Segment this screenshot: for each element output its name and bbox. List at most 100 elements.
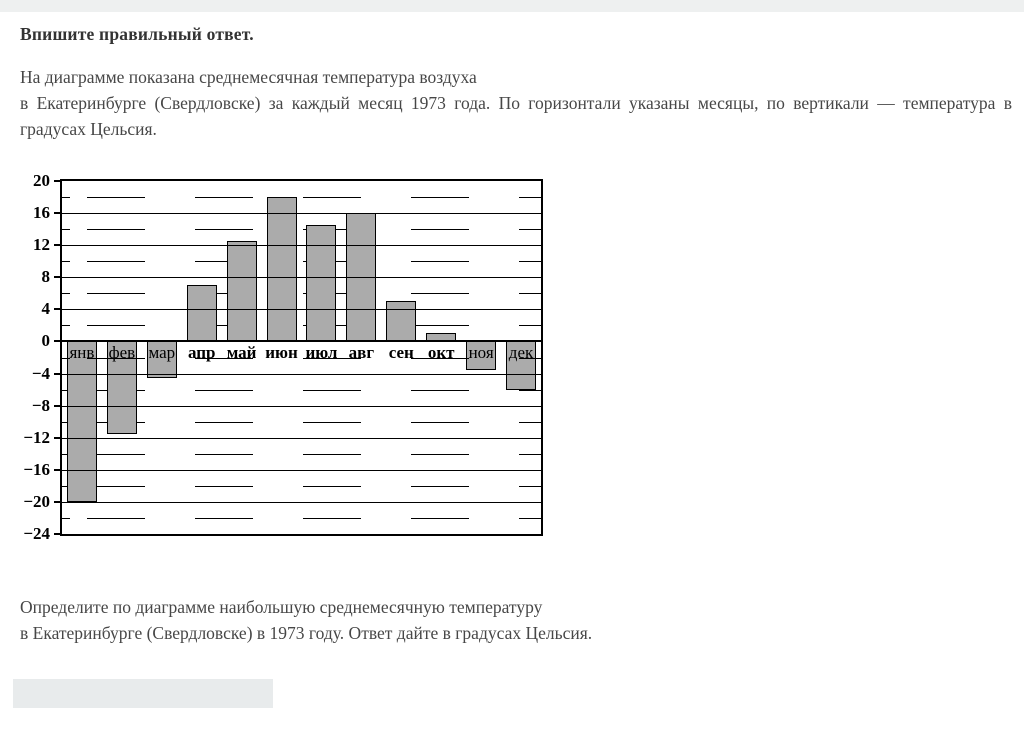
question-text: Определите по диаграмме наибольшую средн… bbox=[20, 594, 1012, 646]
gridline-dashed bbox=[195, 229, 253, 231]
y-axis-tick bbox=[54, 372, 62, 375]
gridline-solid bbox=[62, 437, 541, 439]
gridline-dashed bbox=[411, 197, 469, 199]
gridline-dashed bbox=[411, 229, 469, 231]
x-axis-label-апр: апр bbox=[187, 343, 216, 363]
gridline-dashed bbox=[62, 293, 70, 295]
gridline-dashed bbox=[411, 517, 469, 519]
x-axis-label-мар: мар bbox=[148, 343, 176, 363]
gridline-dashed bbox=[303, 453, 361, 455]
answer-input[interactable] bbox=[13, 679, 273, 708]
x-axis-label-фев: фев bbox=[108, 343, 136, 363]
x-axis-label-янв: янв bbox=[69, 343, 95, 363]
problem-line-1: На диаграмме показана среднемесячная тем… bbox=[20, 67, 477, 87]
gridline-dashed bbox=[519, 421, 541, 423]
gridline-dashed bbox=[87, 453, 145, 455]
gridline-dashed bbox=[303, 357, 361, 359]
gridline-dashed bbox=[519, 485, 541, 487]
gridline-dashed bbox=[62, 517, 70, 519]
y-axis-label: −24 bbox=[23, 524, 50, 543]
y-axis-tick bbox=[54, 500, 62, 503]
gridline-dashed bbox=[87, 293, 145, 295]
y-axis-label: 16 bbox=[33, 203, 50, 223]
chart-bar-июн bbox=[266, 197, 297, 342]
gridline-dashed bbox=[62, 197, 70, 199]
y-axis-tick bbox=[54, 244, 62, 247]
page-title: Впишите правильный ответ. bbox=[20, 24, 254, 44]
gridline-dashed bbox=[87, 485, 145, 487]
gridline-dashed bbox=[87, 517, 145, 519]
gridline-dashed bbox=[519, 325, 541, 327]
gridline-dashed bbox=[411, 453, 469, 455]
chart-frame bbox=[60, 179, 543, 536]
chart-bar-дек bbox=[506, 341, 537, 390]
x-axis-label-окт: окт bbox=[427, 343, 455, 363]
x-axis-label-июн: июн bbox=[265, 343, 298, 363]
chart-bar-окт bbox=[426, 333, 457, 342]
gridline-dashed bbox=[519, 453, 541, 455]
chart-bar-авг bbox=[346, 213, 377, 342]
chart-bar-фев bbox=[106, 341, 137, 434]
chart-bar-сен bbox=[386, 301, 417, 342]
gridline-dashed bbox=[303, 261, 361, 263]
top-strip bbox=[0, 0, 1024, 12]
gridline-dashed bbox=[87, 421, 145, 423]
y-axis-label: −12 bbox=[23, 427, 50, 447]
gridline-dashed bbox=[519, 229, 541, 231]
gridline-dashed bbox=[303, 421, 361, 423]
gridline-dashed bbox=[62, 357, 70, 359]
x-axis-label-май: май bbox=[226, 343, 257, 363]
x-axis-label-ноя: ноя bbox=[468, 343, 494, 363]
chart-bar-май bbox=[226, 241, 257, 342]
y-axis-tick bbox=[54, 404, 62, 407]
problem-line-rest: в Екатеринбурге (Свердловске) за каждый … bbox=[20, 93, 1012, 139]
chart-bar-апр bbox=[186, 285, 217, 342]
gridline-dashed bbox=[195, 453, 253, 455]
zero-axis-line bbox=[62, 340, 541, 343]
x-axis-label-дек: дек bbox=[508, 343, 534, 363]
gridline-dashed bbox=[411, 325, 469, 327]
y-axis-label: 20 bbox=[33, 171, 50, 190]
gridline-dashed bbox=[195, 421, 253, 423]
gridline-dashed bbox=[195, 389, 253, 391]
y-axis-label: −8 bbox=[31, 395, 50, 415]
gridline-dashed bbox=[303, 293, 361, 295]
gridline-dashed bbox=[87, 389, 145, 391]
gridline-solid bbox=[62, 309, 541, 311]
gridline-solid bbox=[62, 245, 541, 247]
gridline-solid bbox=[62, 373, 541, 375]
gridline-dashed bbox=[62, 453, 70, 455]
y-axis-label: 4 bbox=[41, 299, 51, 319]
gridline-dashed bbox=[195, 293, 253, 295]
y-axis-label: −16 bbox=[23, 459, 50, 479]
gridline-dashed bbox=[195, 197, 253, 199]
y-axis-label: −20 bbox=[23, 491, 50, 511]
gridline-dashed bbox=[87, 229, 145, 231]
gridline-dashed bbox=[303, 389, 361, 391]
chart-bar-ноя bbox=[466, 341, 497, 370]
gridline-dashed bbox=[195, 485, 253, 487]
gridline-dashed bbox=[303, 229, 361, 231]
gridline-dashed bbox=[519, 517, 541, 519]
gridline-dashed bbox=[411, 485, 469, 487]
y-axis-label: −4 bbox=[31, 363, 50, 383]
gridline-dashed bbox=[411, 389, 469, 391]
gridline-dashed bbox=[195, 357, 253, 359]
x-axis-label-сен: сен bbox=[388, 343, 414, 363]
chart-bar-янв bbox=[66, 341, 97, 502]
gridline-dashed bbox=[62, 229, 70, 231]
y-axis-label: 12 bbox=[33, 235, 50, 255]
gridline-dashed bbox=[411, 357, 469, 359]
gridline-dashed bbox=[87, 325, 145, 327]
chart-bar-мар bbox=[146, 341, 177, 378]
gridline-dashed bbox=[87, 197, 145, 199]
gridline-dashed bbox=[303, 485, 361, 487]
question-line-1: Определите по диаграмме наибольшую средн… bbox=[20, 597, 543, 617]
gridline-dashed bbox=[195, 325, 253, 327]
gridline-dashed bbox=[519, 197, 541, 199]
gridline-dashed bbox=[62, 389, 70, 391]
gridline-dashed bbox=[519, 293, 541, 295]
gridline-dashed bbox=[519, 389, 541, 391]
y-axis-tick bbox=[54, 212, 62, 215]
y-axis-tick bbox=[54, 533, 62, 535]
